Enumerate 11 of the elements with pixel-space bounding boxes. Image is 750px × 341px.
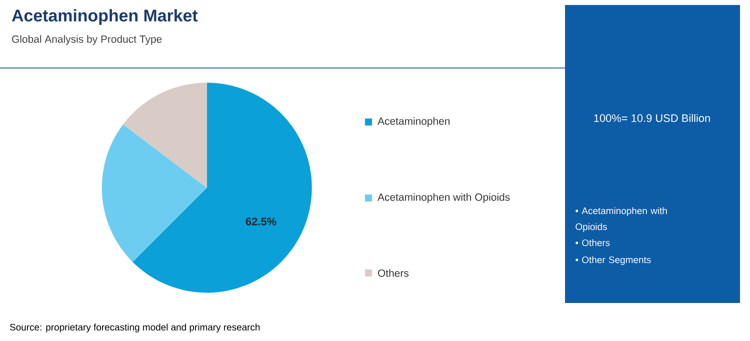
legend-label: Acetaminophen with Opioids <box>378 193 510 203</box>
chart-subtitle: Global Analysis by Product Type <box>12 35 162 45</box>
text: 100%= 10.9 USD Billion <box>594 114 710 122</box>
source-note: Source: proprietary forecasting model and primary research <box>10 324 260 332</box>
legend-label: Acetaminophen <box>378 117 450 127</box>
chart-title: Acetaminophen Market <box>12 9 198 25</box>
text: • Others <box>576 239 610 246</box>
data-label: 62.5% <box>246 218 276 226</box>
text: • Other Segments <box>576 256 651 266</box>
legend-label: Others <box>378 269 409 277</box>
text: • Acetaminophen with Opioids <box>576 207 667 232</box>
